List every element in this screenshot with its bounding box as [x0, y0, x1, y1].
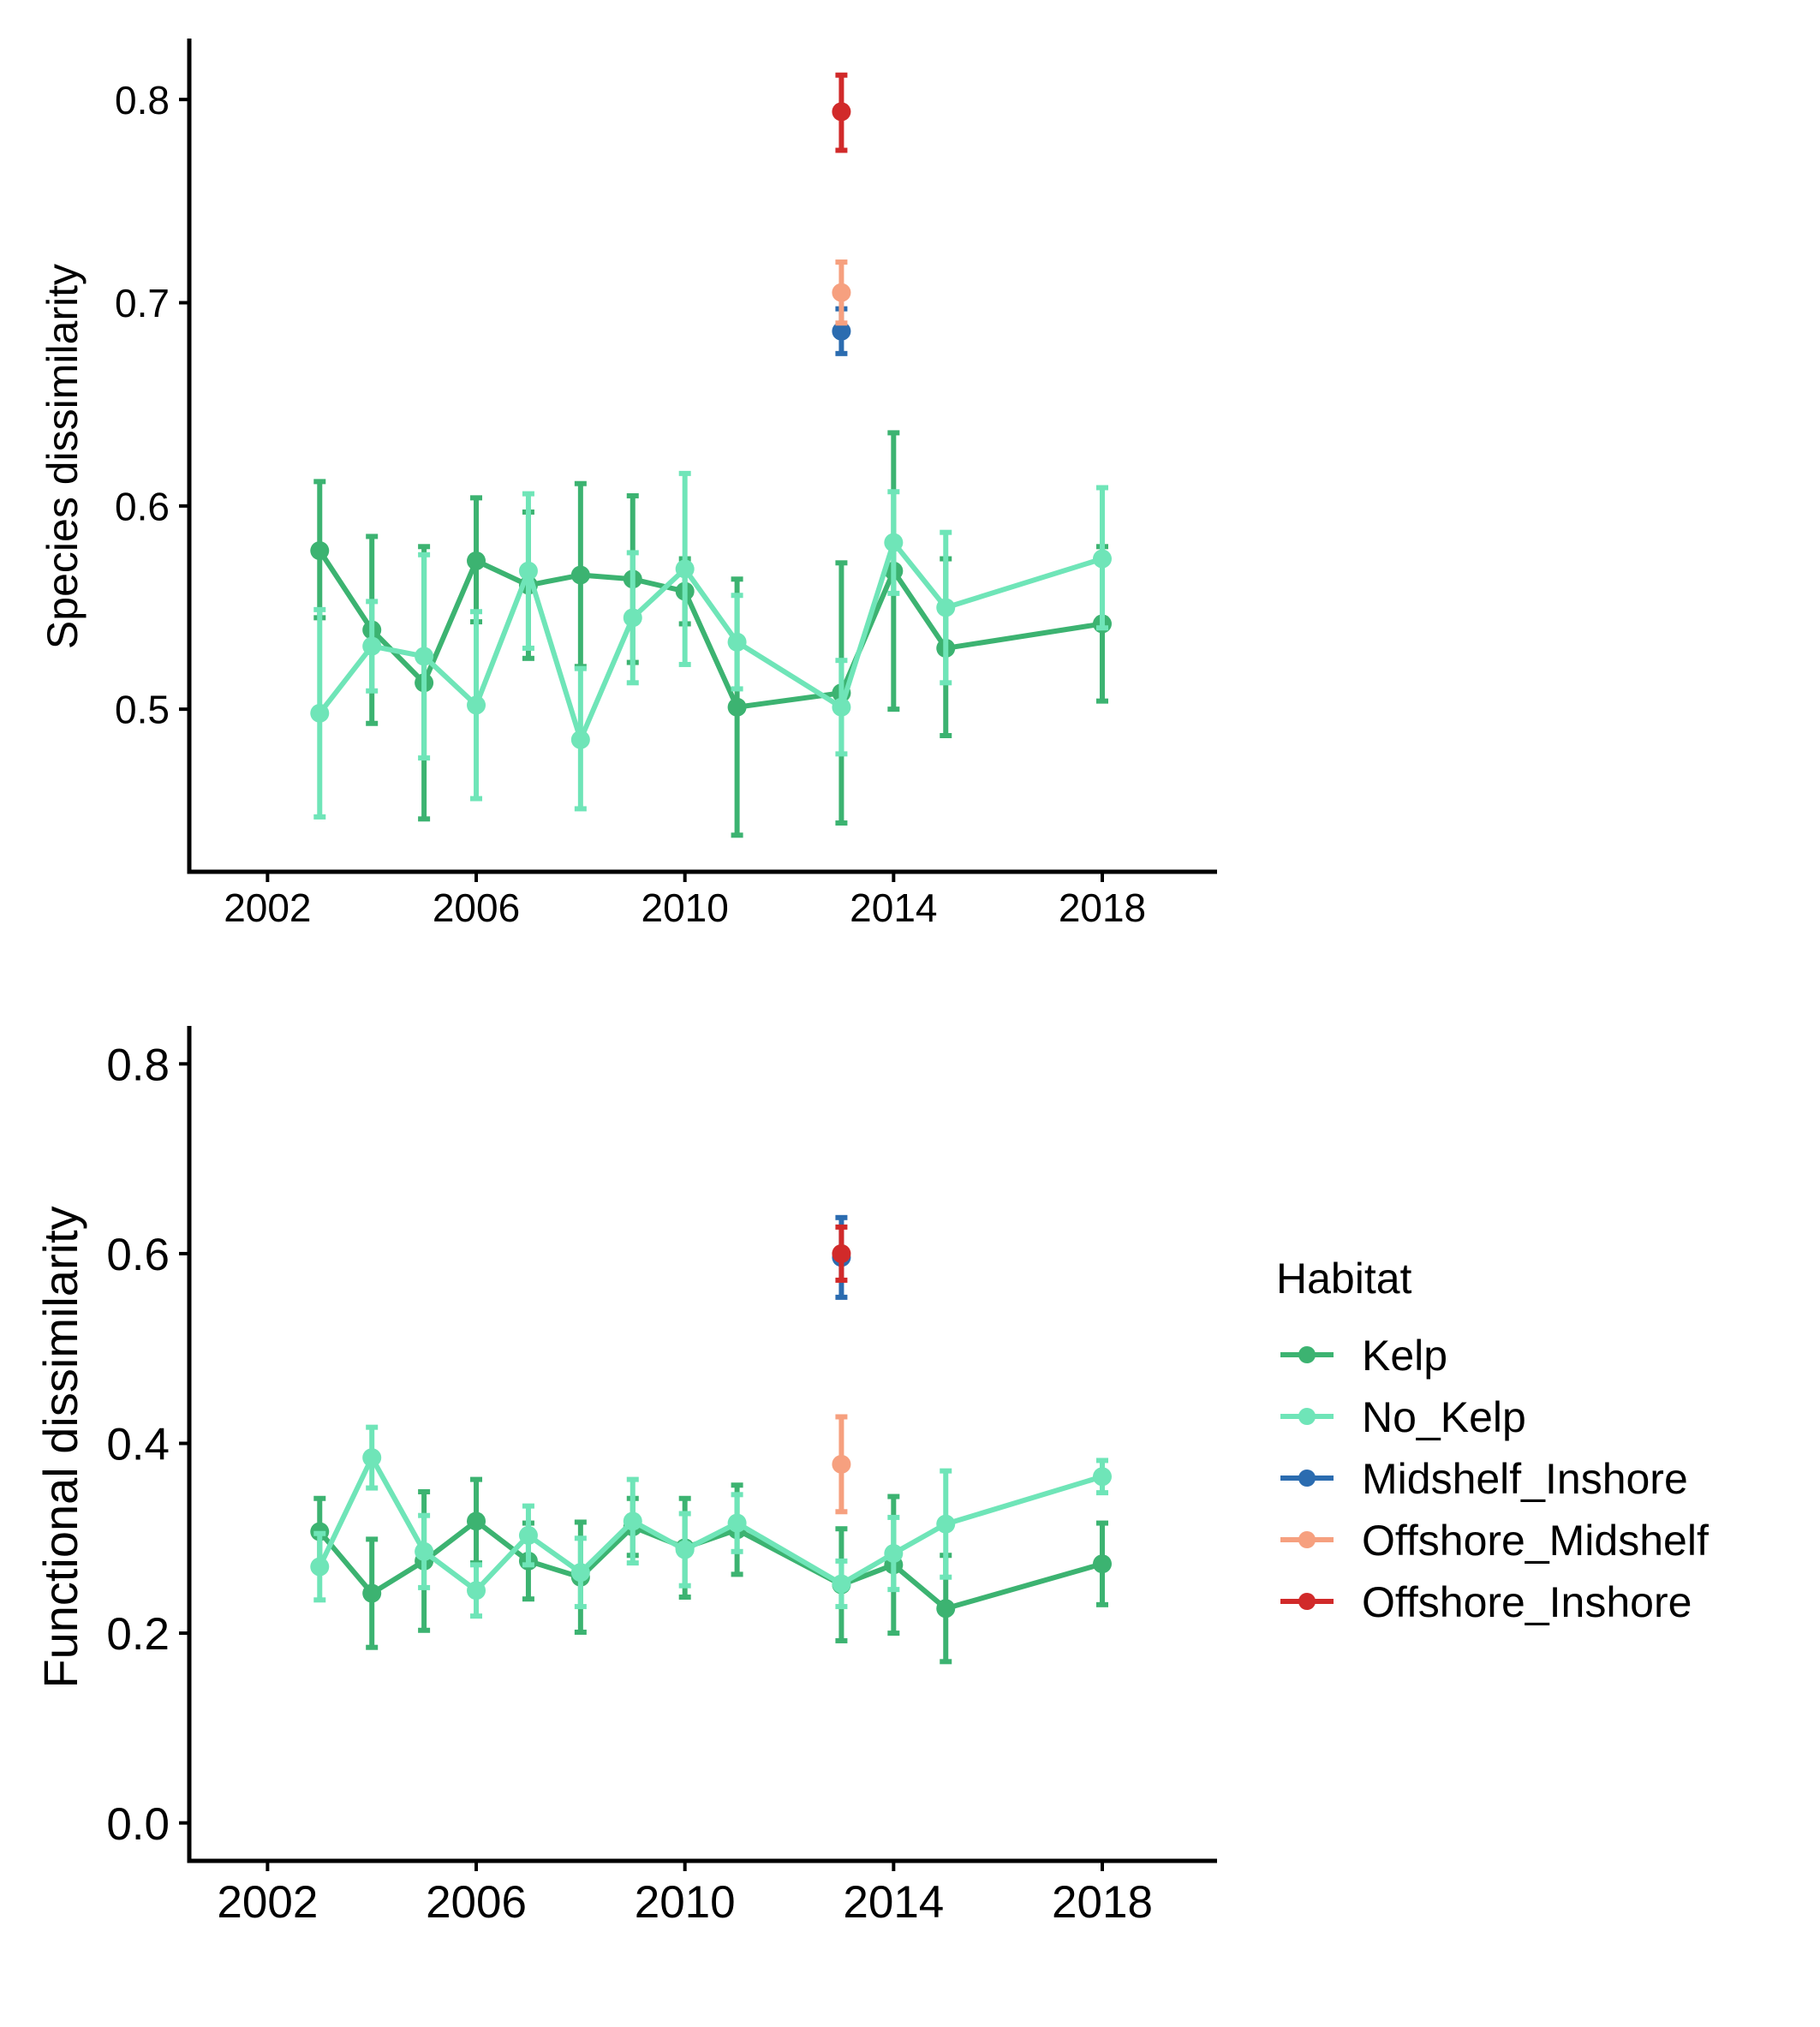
legend-item-label: No_Kelp	[1362, 1393, 1526, 1441]
data-point	[832, 283, 851, 302]
species-chart-marks	[310, 72, 1112, 838]
data-point	[884, 533, 904, 552]
y-tick-label: 0.8	[115, 78, 170, 122]
data-point	[832, 1454, 851, 1474]
legend-item-label: Kelp	[1362, 1332, 1447, 1380]
x-tick-label: 2018	[1052, 1877, 1153, 1928]
series-line	[317, 549, 1103, 710]
x-tick-label: 2010	[641, 885, 729, 930]
legend-swatch-point	[1298, 1531, 1316, 1548]
x-tick-label: 2014	[843, 1877, 944, 1928]
y-tick-label: 0.6	[115, 484, 170, 528]
data-point	[832, 102, 851, 122]
data-point	[884, 1544, 904, 1564]
legend-item-midshelf-inshore: Midshelf_Inshore	[1280, 1455, 1688, 1503]
data-point	[1092, 1467, 1112, 1487]
data-point	[1092, 1554, 1112, 1574]
data-point	[936, 1514, 956, 1534]
legend-item-offshore-midshelf: Offshore_Midshelf	[1280, 1517, 1709, 1565]
x-tick-label: 2006	[433, 885, 520, 930]
legend-item-kelp: Kelp	[1280, 1332, 1447, 1380]
series-offshore-inshore	[832, 72, 851, 153]
data-point	[415, 647, 434, 666]
data-point	[727, 632, 747, 652]
data-point	[570, 730, 590, 749]
data-point	[467, 1581, 486, 1601]
data-point	[362, 1583, 382, 1603]
legend-item-no-kelp: No_Kelp	[1280, 1393, 1526, 1441]
functional-y-ticks: 0.0 0.2 0.4 0.6 0.8	[106, 1040, 189, 1850]
data-point	[310, 541, 330, 561]
legend-swatch-point	[1298, 1408, 1316, 1425]
data-point	[518, 561, 538, 581]
functional-chart-marks	[310, 1214, 1112, 1665]
series-no-kelp	[310, 1424, 1112, 1619]
y-tick-label: 0.7	[115, 281, 170, 325]
series-offshore-inshore	[832, 1224, 851, 1283]
legend-swatch-point	[1298, 1593, 1316, 1610]
legend-swatch-point	[1298, 1470, 1316, 1487]
data-point	[623, 1511, 642, 1531]
species-y-axis-label: Species dissimilarity	[39, 264, 87, 649]
legend-item-label: Offshore_Midshelf	[1362, 1517, 1709, 1565]
legend-item-offshore-inshore: Offshore_Inshore	[1280, 1578, 1692, 1626]
legend-items: Kelp No_Kelp Midshelf_Inshore Offshore_Mids…	[1280, 1332, 1709, 1626]
legend-item-label: Offshore_Inshore	[1362, 1578, 1692, 1626]
legend-item-label: Midshelf_Inshore	[1362, 1455, 1688, 1503]
data-point	[832, 1574, 851, 1594]
data-point	[467, 1511, 486, 1531]
series-kelp	[310, 1476, 1112, 1665]
series-offshore-midshelf	[832, 259, 851, 326]
data-point	[570, 1563, 590, 1583]
data-point	[675, 559, 695, 579]
species-x-ticks: 2002 2006 2010 2014 2018	[224, 872, 1146, 930]
data-point	[310, 703, 330, 723]
species-y-ticks: 0.5 0.6 0.7 0.8	[115, 78, 189, 732]
data-point	[936, 598, 956, 617]
y-tick-label: 0.4	[106, 1420, 170, 1470]
data-point	[518, 1525, 538, 1545]
data-point	[623, 608, 642, 628]
data-point	[362, 1448, 382, 1468]
x-tick-label: 2006	[426, 1877, 527, 1928]
data-point	[310, 1557, 330, 1577]
data-point	[832, 697, 851, 717]
legend-swatch-point	[1298, 1346, 1316, 1363]
data-point	[675, 1540, 695, 1559]
y-tick-label: 0.8	[106, 1040, 170, 1090]
y-tick-label: 0.2	[106, 1609, 170, 1660]
legend: Habitat Kelp No_Kelp Midshelf_Inshore Offsh…	[1276, 1255, 1709, 1626]
x-tick-label: 2010	[635, 1877, 736, 1928]
x-tick-label: 2018	[1059, 885, 1146, 930]
functional-x-ticks: 2002 2006 2010 2014 2018	[217, 1861, 1153, 1928]
x-tick-label: 2014	[850, 885, 937, 930]
series-offshore-midshelf	[832, 1414, 851, 1515]
x-tick-label: 2002	[217, 1877, 318, 1928]
data-point	[1092, 549, 1112, 569]
species-dissimilarity-panel: 0.5 0.6 0.7 0.8 2002 2006 2010 2014 2018 Specie…	[39, 39, 1217, 930]
series-kelp	[310, 430, 1112, 838]
data-point	[467, 695, 486, 715]
functional-dissimilarity-panel: 0.0 0.2 0.4 0.6 0.8 2002 2006 2010 2014 2018 Fun…	[33, 1026, 1217, 1928]
y-tick-label: 0.0	[106, 1799, 170, 1850]
x-tick-label: 2002	[224, 885, 311, 930]
data-point	[727, 1513, 747, 1533]
y-tick-label: 0.5	[115, 688, 170, 732]
functional-y-axis-label: Functional dissimilarity	[33, 1206, 87, 1688]
series-line	[317, 1455, 1103, 1594]
data-point	[832, 1243, 851, 1263]
data-point	[936, 1599, 956, 1619]
y-tick-label: 0.6	[106, 1230, 170, 1280]
series-no-kelp	[310, 470, 1112, 820]
data-point	[362, 636, 382, 656]
data-point	[727, 697, 747, 717]
data-point	[570, 565, 590, 585]
series-midshelf-inshore	[832, 306, 851, 356]
data-point	[467, 551, 486, 570]
legend-title: Habitat	[1276, 1255, 1412, 1303]
data-point	[832, 321, 851, 341]
data-point	[415, 1541, 434, 1561]
